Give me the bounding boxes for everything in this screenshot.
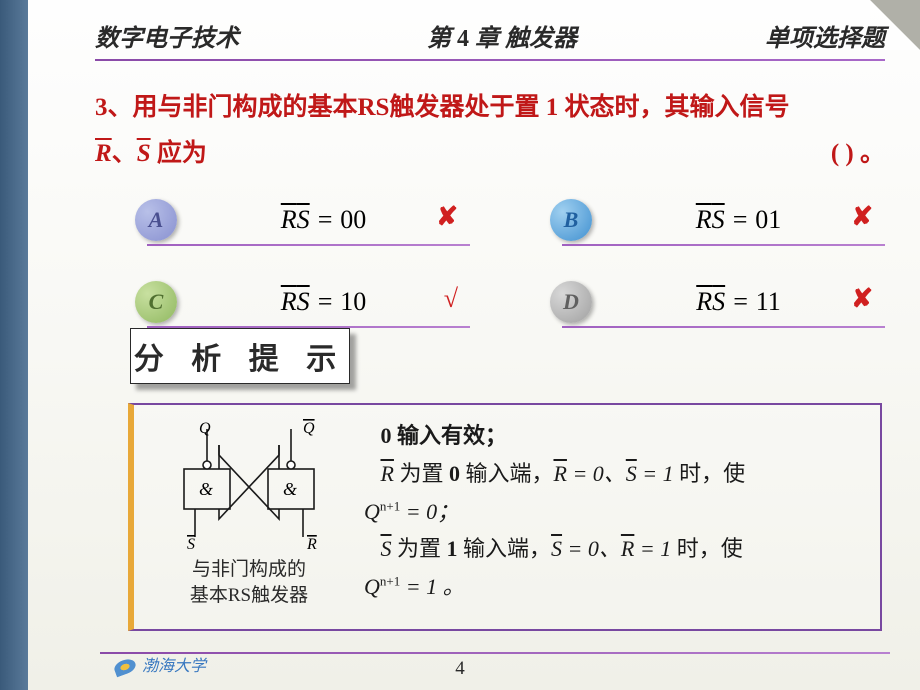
rs-flipflop-diagram: Q Q S R & & (149, 419, 349, 549)
option-b[interactable]: B RS = 01 ✘ (510, 196, 885, 244)
svg-text:S: S (187, 536, 195, 549)
mark-a: ✘ (436, 202, 458, 232)
header-right: 单项选择题 (765, 18, 885, 53)
diagram-column: Q Q S R & & 与非门构成的 基本RS触发器 (134, 405, 364, 629)
badge-d: D (550, 281, 592, 323)
header-center: 第 4 章 触发器 (427, 18, 577, 53)
header-rule (95, 59, 885, 61)
header: 数字电子技术 第 4 章 触发器 单项选择题 (95, 18, 885, 59)
option-rule (562, 326, 885, 328)
option-a-text: RS = 00 (177, 205, 470, 235)
diagram-caption: 与非门构成的 基本RS触发器 (190, 557, 308, 608)
option-c-text: RS = 10 (177, 287, 470, 317)
option-b-text: RS = 01 (592, 205, 885, 235)
footer: 渤海大学 4 (0, 652, 920, 690)
university-logo: 渤海大学 (114, 652, 206, 676)
svg-text:&: & (283, 479, 297, 499)
var-r-bar: R (95, 140, 112, 167)
hint-title: 分 析 提 示 (130, 328, 350, 384)
option-rule (562, 244, 885, 246)
mark-b: ✘ (851, 202, 873, 232)
footer-rule (100, 652, 890, 654)
svg-text:Q: Q (199, 420, 211, 437)
page-number: 4 (455, 658, 465, 680)
svg-text:&: & (199, 479, 213, 499)
mark-d: ✘ (851, 284, 873, 314)
slide-content: 数字电子技术 第 4 章 触发器 单项选择题 3、用与非门构成的基本RS触发器处… (95, 18, 885, 326)
options-grid: A RS = 00 ✘ B RS = 01 ✘ C RS = 10 √ D RS… (95, 196, 885, 326)
var-s-bar: S (137, 140, 151, 167)
svg-text:Q: Q (303, 420, 315, 437)
question-text: 3、用与非门构成的基本RS触发器处于置 1 状态时，其输入信号 R、S 应为 (… (95, 85, 885, 178)
mark-c: √ (444, 284, 458, 314)
left-rail (0, 0, 28, 690)
option-d[interactable]: D RS = 11 ✘ (510, 278, 885, 326)
option-c[interactable]: C RS = 10 √ (95, 278, 470, 326)
hint-box: Q Q S R & & 与非门构成的 基本RS触发器 0 输入有效； R 为置 … (128, 403, 882, 631)
badge-c: C (135, 281, 177, 323)
header-left: 数字电子技术 (95, 18, 239, 53)
explanation-text: 0 输入有效； R 为置 0 输入端，R = 0、S = 1 时，使 Qn+1 … (364, 405, 880, 629)
option-d-text: RS = 11 (592, 287, 885, 317)
option-rule (147, 244, 470, 246)
option-a[interactable]: A RS = 00 ✘ (95, 196, 470, 244)
svg-text:R: R (306, 536, 317, 549)
answer-blank: ( ) 。 (831, 131, 885, 177)
badge-b: B (550, 199, 592, 241)
badge-a: A (135, 199, 177, 241)
